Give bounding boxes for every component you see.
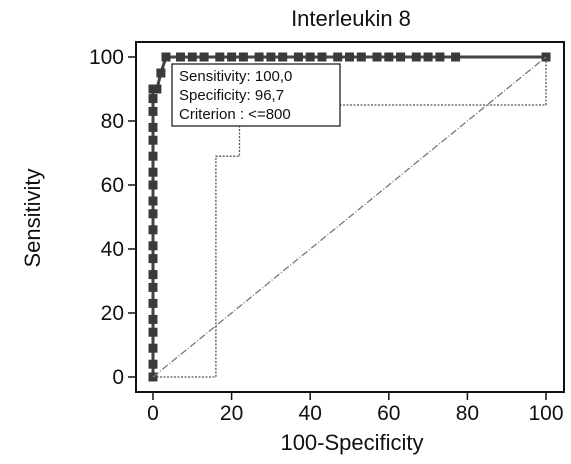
roc-point-marker bbox=[541, 52, 551, 62]
roc-point-marker bbox=[148, 282, 158, 292]
roc-point-marker bbox=[148, 270, 158, 280]
roc-point-marker bbox=[148, 196, 158, 206]
roc-point-marker bbox=[384, 52, 394, 62]
x-tick-label: 100 bbox=[528, 402, 563, 425]
roc-point-marker bbox=[451, 52, 461, 62]
x-tick-label: 40 bbox=[299, 402, 322, 425]
roc-point-marker bbox=[148, 314, 158, 324]
plot-area bbox=[135, 41, 565, 393]
x-axis-label: 100-Specificity bbox=[280, 430, 423, 455]
roc-point-marker bbox=[199, 52, 209, 62]
roc-point-marker bbox=[305, 52, 315, 62]
y-tick-label: 40 bbox=[101, 238, 124, 261]
roc-point-marker bbox=[148, 167, 158, 177]
roc-point-marker bbox=[148, 225, 158, 235]
roc-point-marker bbox=[396, 52, 406, 62]
operating-point-annotation: Sensitivity: 100,0 Specificity: 96,7 Cri… bbox=[171, 63, 341, 127]
y-tick-label: 100 bbox=[89, 46, 124, 69]
roc-point-marker bbox=[372, 52, 382, 62]
roc-point-marker bbox=[293, 52, 303, 62]
roc-point-marker bbox=[148, 254, 158, 264]
roc-point-marker bbox=[161, 52, 171, 62]
roc-point-marker bbox=[148, 135, 158, 145]
roc-point-marker bbox=[156, 68, 166, 78]
y-tick-label: 80 bbox=[101, 110, 124, 133]
roc-point-marker bbox=[254, 52, 264, 62]
roc-point-marker bbox=[187, 52, 197, 62]
roc-point-marker bbox=[148, 241, 158, 251]
axis-ticks: 0 20 40 60 80 100 0 20 40 60 80 100 bbox=[89, 46, 564, 425]
x-tick-label: 80 bbox=[456, 402, 479, 425]
chart-title: Interleukin 8 bbox=[291, 6, 411, 31]
roc-point-marker bbox=[278, 52, 288, 62]
roc-point-marker bbox=[423, 52, 433, 62]
y-axis-label: Sensitivity bbox=[20, 168, 45, 267]
roc-point-marker bbox=[266, 52, 276, 62]
roc-point-marker bbox=[176, 52, 185, 62]
x-tick-label: 0 bbox=[147, 402, 159, 425]
roc-point-marker bbox=[317, 52, 327, 62]
roc-point-marker bbox=[148, 106, 158, 116]
roc-point-marker bbox=[148, 94, 158, 104]
roc-point-marker bbox=[148, 209, 158, 219]
annotation-specificity: Specificity: 96,7 bbox=[179, 87, 284, 104]
annotation-box bbox=[171, 63, 341, 127]
roc-point-marker bbox=[148, 298, 158, 308]
roc-point-marker bbox=[148, 151, 158, 161]
roc-point-marker bbox=[345, 52, 354, 62]
x-tick-label: 60 bbox=[377, 402, 400, 425]
annotation-sensitivity: Sensitivity: 100,0 bbox=[179, 68, 292, 85]
roc-point-marker bbox=[238, 52, 248, 62]
roc-point-marker bbox=[148, 327, 158, 337]
roc-point-marker bbox=[148, 122, 158, 132]
roc-point-marker bbox=[215, 52, 225, 62]
reference-diagonal-line bbox=[152, 56, 547, 378]
roc-point-marker bbox=[227, 52, 237, 62]
y-tick-label: 20 bbox=[101, 302, 124, 325]
y-tick-label: 60 bbox=[101, 174, 124, 197]
roc-point-marker bbox=[356, 52, 366, 62]
roc-point-marker bbox=[152, 84, 162, 94]
roc-point-marker bbox=[148, 343, 158, 353]
roc-point-marker bbox=[435, 52, 445, 62]
roc-point-marker bbox=[411, 52, 421, 62]
roc-point-marker bbox=[333, 52, 343, 62]
roc-point-marker bbox=[148, 359, 158, 369]
y-tick-label: 0 bbox=[112, 366, 124, 389]
annotation-criterion: Criterion : <=800 bbox=[179, 106, 291, 123]
x-tick-label: 20 bbox=[220, 402, 243, 425]
roc-point-marker bbox=[148, 180, 158, 190]
